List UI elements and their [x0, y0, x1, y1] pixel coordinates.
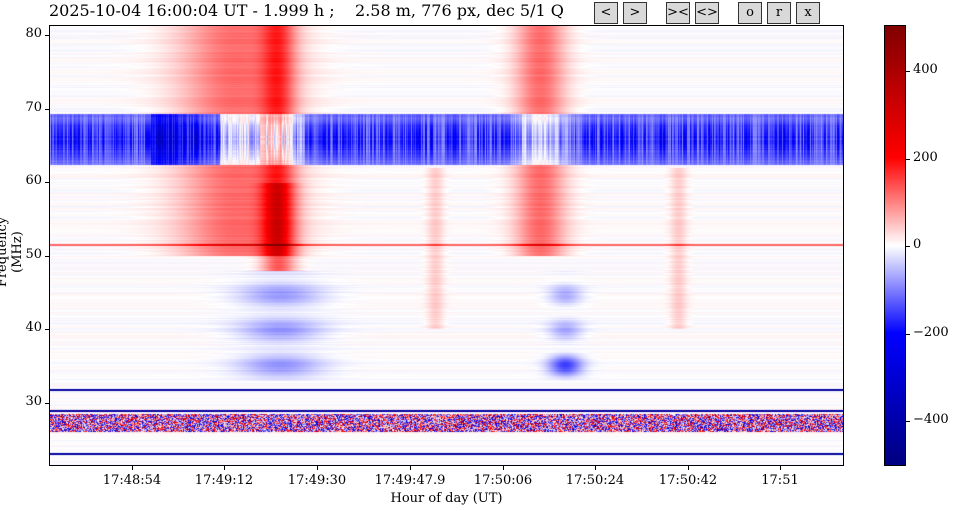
colorbar-tick-label: 200 [913, 149, 938, 165]
x-tick-mark [132, 466, 133, 470]
y-tick-label: 60 [25, 173, 42, 189]
x-tick-mark [317, 466, 318, 470]
o-button[interactable]: o [738, 2, 762, 24]
x-tick-label: 17:51 [761, 473, 799, 488]
x-tick-mark [780, 466, 781, 470]
y-tick-mark [45, 35, 49, 36]
colorbar [884, 25, 906, 466]
x-tick-mark [410, 466, 411, 470]
colorbar-tick-mark [906, 421, 910, 422]
colorbar-tick-mark [906, 158, 910, 160]
y-tick-label: 40 [25, 320, 42, 336]
colorbar-tick-label: −200 [913, 324, 949, 340]
next-button[interactable]: > [623, 2, 647, 24]
x-tick-label: 17:50:42 [658, 473, 718, 488]
zoom-out-button[interactable]: <> [695, 2, 719, 24]
y-tick-mark [45, 403, 49, 404]
x-tick-label: 17:49:30 [287, 473, 347, 488]
y-tick-label: 80 [25, 26, 42, 41]
zoom-in-button[interactable]: >< [666, 2, 690, 24]
y-tick-mark [45, 255, 49, 257]
y-tick-label: 30 [25, 394, 42, 409]
y-tick-mark [45, 329, 49, 331]
x-tick-label: 17:48:54 [102, 473, 162, 488]
close-button[interactable]: x [796, 2, 820, 24]
y-tick-mark [45, 182, 49, 184]
y-tick-label: 50 [25, 246, 42, 262]
x-tick-mark [503, 466, 504, 470]
r-button[interactable]: r [767, 2, 791, 24]
spectrogram[interactable] [50, 26, 843, 465]
plot-frame [49, 25, 844, 466]
colorbar-tick-mark [906, 71, 910, 72]
plot-title: 2025-10-04 16:00:04 UT - 1.999 h ; 2.58 … [49, 1, 564, 20]
x-axis-label: Hour of day (UT) [390, 491, 503, 506]
y-tick-label: 70 [25, 99, 42, 115]
x-tick-label: 17:49:47.9 [374, 473, 446, 488]
x-tick-label: 17:49:12 [194, 473, 254, 488]
y-tick-mark [45, 108, 49, 110]
x-tick-mark [688, 466, 689, 470]
colorbar-tick-label: 400 [913, 62, 938, 77]
colorbar-tick-label: −400 [913, 412, 949, 427]
colorbar-tick-mark [906, 333, 910, 335]
prev-button[interactable]: < [594, 2, 618, 24]
x-tick-mark [224, 466, 225, 470]
x-tick-label: 17:50:06 [473, 473, 533, 488]
colorbar-tick-label: 0 [913, 237, 922, 252]
colorbar-tick-mark [906, 246, 910, 247]
x-tick-label: 17:50:24 [565, 473, 625, 488]
x-tick-mark [595, 466, 596, 470]
